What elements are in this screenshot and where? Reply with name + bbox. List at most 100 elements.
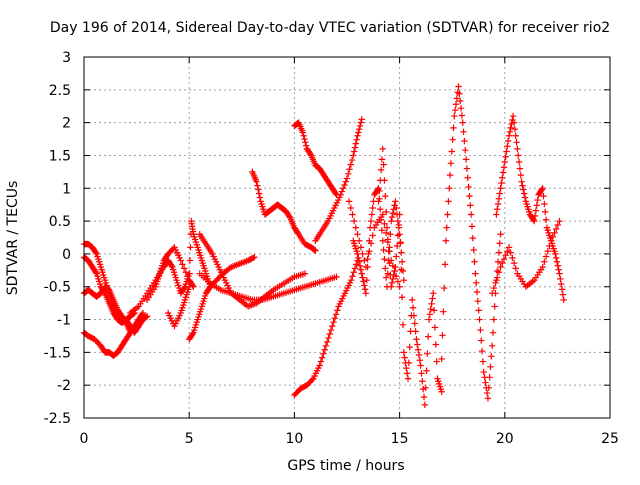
data-point xyxy=(500,255,508,263)
data-point xyxy=(556,217,563,225)
data-point xyxy=(549,233,556,241)
data-point xyxy=(363,276,370,284)
data-point xyxy=(353,136,360,143)
data-point xyxy=(451,112,458,120)
data-point xyxy=(423,367,430,374)
data-point xyxy=(518,178,525,185)
data-point xyxy=(486,374,493,381)
data-point xyxy=(324,338,331,346)
data-point xyxy=(332,190,339,197)
data-point xyxy=(412,328,419,335)
data-point xyxy=(253,178,260,185)
data-point xyxy=(490,284,498,292)
series-arc-s xyxy=(488,217,563,297)
data-point xyxy=(331,315,338,322)
data-point xyxy=(189,330,196,338)
data-point xyxy=(393,204,400,212)
data-point xyxy=(379,145,386,153)
data-point xyxy=(395,221,402,229)
data-point xyxy=(362,290,370,297)
data-point xyxy=(380,161,387,168)
data-point xyxy=(317,358,325,365)
data-point xyxy=(422,384,429,392)
data-point xyxy=(425,333,432,340)
data-point xyxy=(512,265,519,272)
data-point xyxy=(512,132,519,139)
data-point xyxy=(410,312,418,319)
data-point xyxy=(511,126,519,133)
data-point xyxy=(424,350,431,357)
data-point xyxy=(556,270,563,277)
data-point xyxy=(469,234,477,242)
data-point xyxy=(127,329,134,336)
data-point xyxy=(491,303,498,310)
data-point xyxy=(381,220,388,227)
data-point xyxy=(361,257,368,264)
data-point xyxy=(255,190,263,197)
data-point xyxy=(186,270,193,277)
data-point xyxy=(300,132,307,139)
data-point xyxy=(350,152,357,159)
data-point xyxy=(499,169,507,176)
data-point xyxy=(483,389,491,397)
data-point xyxy=(452,101,460,108)
data-point xyxy=(308,376,316,384)
data-point xyxy=(494,200,502,208)
data-point xyxy=(490,316,498,323)
data-point xyxy=(465,183,472,191)
data-point xyxy=(430,307,438,314)
data-point xyxy=(450,124,457,132)
data-point xyxy=(499,174,506,181)
data-point xyxy=(427,305,434,313)
data-point xyxy=(321,346,328,353)
data-point xyxy=(377,206,384,213)
data-point xyxy=(367,240,375,247)
y-tick-label: 0.5 xyxy=(49,214,71,230)
data-point xyxy=(356,262,364,269)
data-point xyxy=(341,181,348,189)
data-point xyxy=(394,217,402,225)
series-arc-b xyxy=(80,240,151,336)
data-point xyxy=(476,316,483,323)
data-point xyxy=(510,259,518,267)
data-point xyxy=(555,266,562,273)
data-point xyxy=(387,231,394,238)
data-point xyxy=(516,165,524,172)
data-point xyxy=(482,379,489,386)
data-point xyxy=(387,283,395,290)
data-point xyxy=(398,294,406,301)
data-point xyxy=(497,231,504,238)
data-point xyxy=(254,182,261,189)
data-point xyxy=(493,211,500,218)
data-point xyxy=(457,104,465,112)
data-point xyxy=(352,140,360,147)
y-tick-label: -2 xyxy=(57,378,71,394)
data-point xyxy=(249,254,257,262)
data-point xyxy=(541,200,548,208)
data-point xyxy=(362,263,370,271)
data-point xyxy=(397,238,404,246)
data-point xyxy=(446,185,453,192)
data-point xyxy=(383,224,391,231)
data-point xyxy=(356,237,363,244)
data-point xyxy=(414,341,421,348)
data-point xyxy=(299,129,307,136)
data-point xyxy=(307,150,314,158)
data-point xyxy=(554,221,562,229)
y-tick-label: 3 xyxy=(62,50,71,66)
data-point xyxy=(180,284,188,292)
data-point xyxy=(398,249,405,256)
data-point xyxy=(505,244,513,251)
series-arc-j xyxy=(196,270,340,304)
data-point xyxy=(255,186,262,193)
data-point xyxy=(338,188,346,195)
x-tick-label: 25 xyxy=(601,431,619,447)
data-point xyxy=(398,258,406,265)
data-point xyxy=(530,216,537,223)
data-point xyxy=(466,192,473,200)
data-point xyxy=(366,248,373,255)
data-point xyxy=(557,280,565,288)
data-point xyxy=(302,139,309,146)
data-point xyxy=(334,307,341,314)
data-point xyxy=(409,296,416,304)
